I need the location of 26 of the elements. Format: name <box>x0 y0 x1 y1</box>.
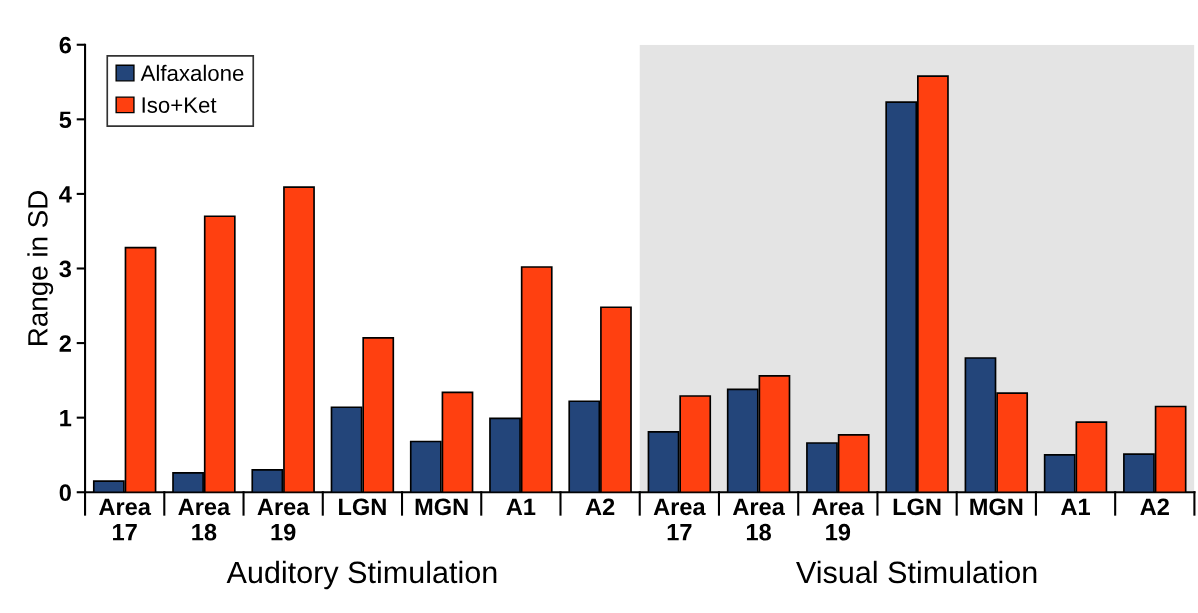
y-tick-label: 2 <box>59 335 71 352</box>
x-tick-label: LGN <box>893 498 941 516</box>
y-tick-label: 3 <box>59 260 72 278</box>
y-axis-title: Range in SD <box>27 191 54 345</box>
x-tick-label: Area 17 <box>99 498 152 541</box>
x-tick-label: A1 <box>506 498 536 515</box>
y-tick-label: 4 <box>59 186 72 203</box>
x-tick-label: Area 17 <box>653 498 706 541</box>
y-tick-label: 6 <box>59 36 72 54</box>
y-tick-label: 5 <box>59 111 72 129</box>
x-tick-label: MGN <box>415 498 468 516</box>
text: Auditory Stimulation <box>226 560 497 590</box>
x-tick-label: A2 <box>1140 498 1169 515</box>
legend-label: Iso+Ket <box>142 97 217 113</box>
x-tick-label: A1 <box>1061 498 1090 515</box>
x-tick-label: Area 19 <box>812 498 865 541</box>
y-tick-label: 1 <box>60 409 72 427</box>
x-tick-label: LGN <box>339 498 386 516</box>
y-tick-label: 0 <box>59 484 71 502</box>
x-tick-label: MGN <box>970 498 1023 516</box>
x-tick-label: Area 18 <box>732 498 785 541</box>
x-tick-label: Area 18 <box>178 498 231 541</box>
x-tick-label: Area 19 <box>257 498 310 541</box>
x-tick-label: A2 <box>585 498 615 515</box>
text: Visual Stimulation <box>796 560 1037 584</box>
legend-label: Alfaxalone <box>140 64 244 82</box>
